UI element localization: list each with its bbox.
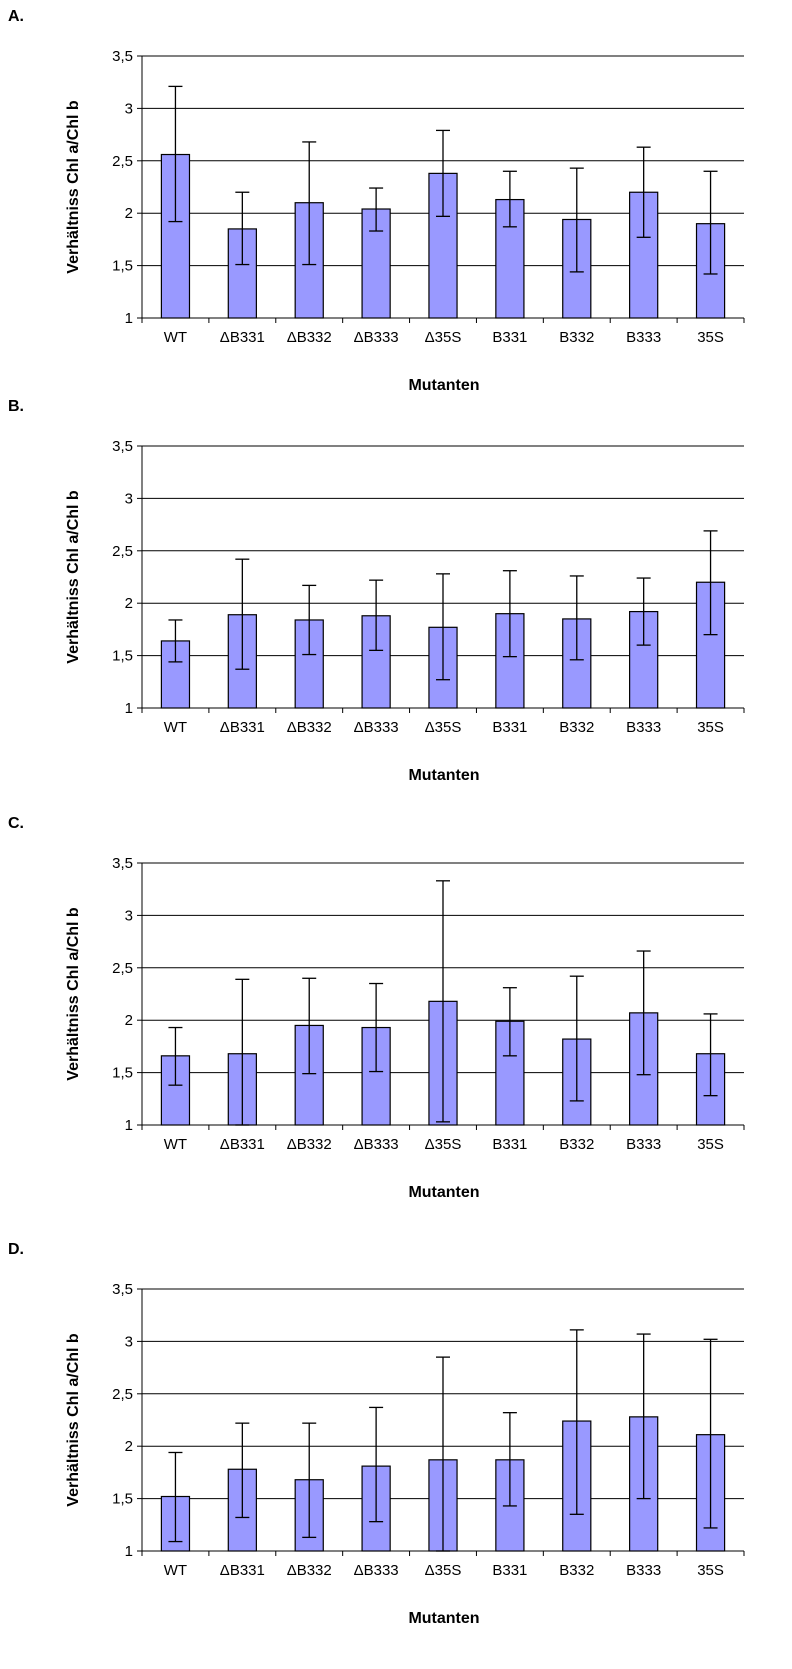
bar [160, 153, 191, 319]
chart-b: 1 1,5 2 2,5 3 3,5 WT ΔB331 ΔB332 ΔB333 Δ35S B331 B33… [65, 438, 745, 784]
y-tick-label: 2,5 [112, 960, 133, 977]
x-tick-label: Δ35S [425, 719, 462, 736]
chart-c: 1 1,5 2 2,5 3 3,5 WT ΔB331 ΔB332 ΔB333 Δ35S B331 B33… [65, 855, 745, 1201]
y-tick-label: 3 [125, 100, 133, 117]
y-axis-title: Verhältniss Chl a/Chl b [65, 100, 82, 274]
y-axis-title: Verhältniss Chl a/Chl b [65, 1333, 82, 1507]
x-tick-label: ΔB331 [220, 1562, 265, 1579]
x-tick-label: Δ35S [425, 1562, 462, 1579]
x-tick-label: WT [164, 719, 187, 736]
chart-panel-d: D. 1 1,5 2 2,5 3 3,5 WT ΔB331 ΔB332 ΔB333 Δ35S B331… [0, 1241, 792, 1661]
x-tick-label: ΔB331 [220, 719, 265, 736]
y-tick-label: 2,5 [112, 543, 133, 560]
x-tick-label: B332 [559, 1562, 594, 1579]
y-tick-label: 1,5 [112, 258, 133, 275]
x-tick-label: ΔB333 [354, 1562, 399, 1579]
x-tick-label: 35S [697, 719, 724, 736]
y-tick-label: 1,5 [112, 648, 133, 665]
x-tick-label: 35S [697, 329, 724, 346]
x-tick-label: 35S [697, 1136, 724, 1153]
x-tick-label: B331 [492, 1136, 527, 1153]
x-axis-title: Mutanten [408, 1610, 479, 1627]
x-axis-title: Mutanten [408, 767, 479, 784]
x-tick-label: WT [164, 1136, 187, 1153]
y-tick-label: 2,5 [112, 153, 133, 170]
x-tick-label: WT [164, 1562, 187, 1579]
x-tick-label: B333 [626, 719, 661, 736]
y-tick-label: 2 [125, 205, 133, 222]
x-tick-label: ΔB333 [354, 719, 399, 736]
y-tick-label: 3 [125, 1333, 133, 1350]
y-tick-label: 3,5 [112, 48, 133, 65]
x-tick-label: B332 [559, 329, 594, 346]
y-tick-label: 3 [125, 907, 133, 924]
x-tick-label: B333 [626, 1562, 661, 1579]
x-axis-title: Mutanten [408, 377, 479, 394]
y-tick-label: 1 [125, 700, 133, 717]
x-tick-label: B331 [492, 329, 527, 346]
y-tick-label: 2,5 [112, 1386, 133, 1403]
y-tick-label: 2 [125, 1012, 133, 1029]
x-tick-label: ΔB332 [287, 1136, 332, 1153]
chart-panel-b: B. 1 1,5 2 2,5 3 3,5 WT ΔB331 ΔB332 ΔB333 Δ35S B331… [0, 398, 792, 798]
x-tick-label: ΔB333 [354, 1136, 399, 1153]
x-axis-title: Mutanten [408, 1184, 479, 1201]
x-tick-label: ΔB331 [220, 329, 265, 346]
y-tick-label: 2 [125, 1438, 133, 1455]
x-tick-label: ΔB332 [287, 719, 332, 736]
x-tick-label: Δ35S [425, 329, 462, 346]
y-axis-title: Verhältniss Chl a/Chl b [65, 907, 82, 1081]
x-tick-label: B332 [559, 1136, 594, 1153]
y-tick-label: 1,5 [112, 1491, 133, 1508]
y-axis-title: Verhältniss Chl a/Chl b [65, 490, 82, 664]
panel-label: A. [8, 8, 24, 25]
x-tick-label: B333 [626, 329, 661, 346]
y-tick-label: 3,5 [112, 855, 133, 872]
x-tick-label: WT [164, 329, 187, 346]
chart-panel-c: C. 1 1,5 2 2,5 3 3,5 WT ΔB331 ΔB332 ΔB333 Δ35S B331… [0, 815, 792, 1215]
y-tick-label: 1 [125, 1117, 133, 1134]
x-tick-label: B331 [492, 1562, 527, 1579]
chart-a: 1 1,5 2 2,5 3 3,5 WT ΔB331 ΔB332 ΔB333 Δ35S B331 B33… [65, 48, 745, 394]
x-tick-label: B333 [626, 1136, 661, 1153]
y-tick-label: 1,5 [112, 1065, 133, 1082]
panel-label: D. [8, 1241, 24, 1258]
x-tick-label: ΔB332 [287, 1562, 332, 1579]
y-tick-label: 1 [125, 1543, 133, 1560]
x-tick-label: Δ35S [425, 1136, 462, 1153]
x-tick-label: B331 [492, 719, 527, 736]
y-tick-label: 2 [125, 595, 133, 612]
y-tick-label: 3,5 [112, 1281, 133, 1298]
x-tick-label: B332 [559, 719, 594, 736]
y-tick-label: 1 [125, 310, 133, 327]
x-tick-label: 35S [697, 1562, 724, 1579]
chart-d: 1 1,5 2 2,5 3 3,5 WT ΔB331 ΔB332 ΔB333 Δ35S B331 B33… [65, 1281, 745, 1627]
y-tick-label: 3,5 [112, 438, 133, 455]
y-tick-label: 3 [125, 490, 133, 507]
x-tick-label: ΔB332 [287, 329, 332, 346]
x-tick-label: ΔB333 [354, 329, 399, 346]
chart-panel-a: A. 1 1,5 2 2,5 3 3,5 WT ΔB331 ΔB332 ΔB333 Δ35S B331… [0, 8, 792, 408]
x-tick-label: ΔB331 [220, 1136, 265, 1153]
panel-label: B. [8, 398, 24, 415]
bar [428, 172, 458, 319]
panel-label: C. [8, 815, 24, 832]
